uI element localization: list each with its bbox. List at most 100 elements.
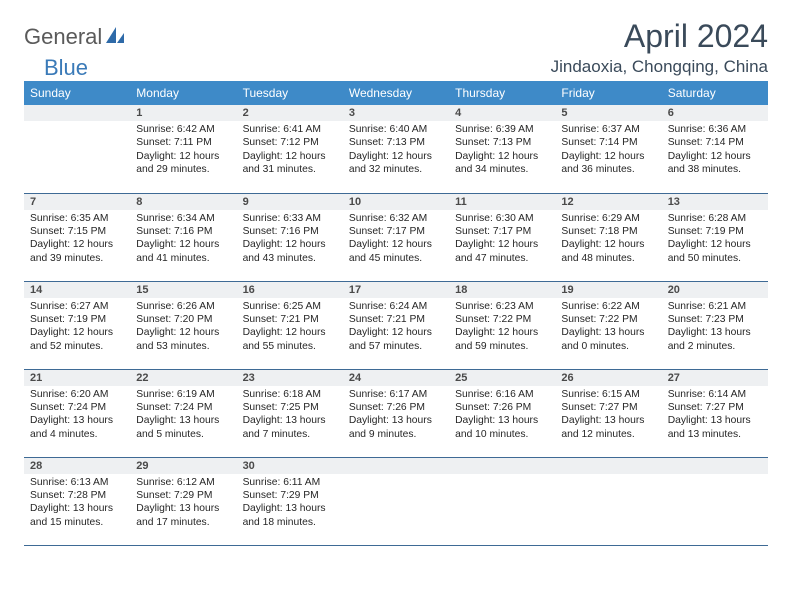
daylight-text: Daylight: 13 hours and 15 minutes. [30,502,124,529]
day-number: 11 [449,194,555,210]
day-body: Sunrise: 6:42 AMSunset: 7:11 PMDaylight:… [130,121,236,181]
day-number: 13 [662,194,768,210]
sunrise-text: Sunrise: 6:18 AM [243,388,337,401]
calendar-day-cell: 6Sunrise: 6:36 AMSunset: 7:14 PMDaylight… [662,105,768,193]
daylight-text: Daylight: 13 hours and 12 minutes. [561,414,655,441]
calendar-day-cell [555,457,661,545]
day-number: 12 [555,194,661,210]
day-body: Sunrise: 6:27 AMSunset: 7:19 PMDaylight:… [24,298,130,358]
day-number: 24 [343,370,449,386]
day-number: 16 [237,282,343,298]
sunrise-text: Sunrise: 6:11 AM [243,476,337,489]
day-number: 14 [24,282,130,298]
sunset-text: Sunset: 7:27 PM [561,401,655,414]
day-number: 30 [237,458,343,474]
calendar-day-cell: 5Sunrise: 6:37 AMSunset: 7:14 PMDaylight… [555,105,661,193]
calendar-day-cell: 30Sunrise: 6:11 AMSunset: 7:29 PMDayligh… [237,457,343,545]
daylight-text: Daylight: 12 hours and 50 minutes. [668,238,762,265]
day-body: Sunrise: 6:33 AMSunset: 7:16 PMDaylight:… [237,210,343,270]
daylight-text: Daylight: 12 hours and 31 minutes. [243,150,337,177]
day-body: Sunrise: 6:24 AMSunset: 7:21 PMDaylight:… [343,298,449,358]
calendar-day-cell: 12Sunrise: 6:29 AMSunset: 7:18 PMDayligh… [555,193,661,281]
day-body: Sunrise: 6:29 AMSunset: 7:18 PMDaylight:… [555,210,661,270]
day-body: Sunrise: 6:22 AMSunset: 7:22 PMDaylight:… [555,298,661,358]
sunrise-text: Sunrise: 6:14 AM [668,388,762,401]
weekday-header: Friday [555,81,661,105]
day-body: Sunrise: 6:26 AMSunset: 7:20 PMDaylight:… [130,298,236,358]
day-body: Sunrise: 6:37 AMSunset: 7:14 PMDaylight:… [555,121,661,181]
day-body: Sunrise: 6:14 AMSunset: 7:27 PMDaylight:… [662,386,768,446]
day-number: 9 [237,194,343,210]
day-number [555,458,661,474]
day-number: 2 [237,105,343,121]
daylight-text: Daylight: 13 hours and 9 minutes. [349,414,443,441]
sunrise-text: Sunrise: 6:36 AM [668,123,762,136]
calendar-day-cell: 19Sunrise: 6:22 AMSunset: 7:22 PMDayligh… [555,281,661,369]
sunrise-text: Sunrise: 6:12 AM [136,476,230,489]
sunrise-text: Sunrise: 6:35 AM [30,212,124,225]
day-number: 20 [662,282,768,298]
daylight-text: Daylight: 12 hours and 53 minutes. [136,326,230,353]
sunset-text: Sunset: 7:25 PM [243,401,337,414]
sunrise-text: Sunrise: 6:13 AM [30,476,124,489]
calendar-day-cell: 27Sunrise: 6:14 AMSunset: 7:27 PMDayligh… [662,369,768,457]
sunset-text: Sunset: 7:16 PM [243,225,337,238]
daylight-text: Daylight: 13 hours and 0 minutes. [561,326,655,353]
day-number: 5 [555,105,661,121]
day-number: 23 [237,370,343,386]
day-body: Sunrise: 6:32 AMSunset: 7:17 PMDaylight:… [343,210,449,270]
calendar-day-cell: 24Sunrise: 6:17 AMSunset: 7:26 PMDayligh… [343,369,449,457]
sunrise-text: Sunrise: 6:33 AM [243,212,337,225]
logo-text-blue: Blue [44,55,88,81]
calendar-day-cell: 9Sunrise: 6:33 AMSunset: 7:16 PMDaylight… [237,193,343,281]
calendar-day-cell [662,457,768,545]
day-body: Sunrise: 6:40 AMSunset: 7:13 PMDaylight:… [343,121,449,181]
daylight-text: Daylight: 13 hours and 13 minutes. [668,414,762,441]
sunrise-text: Sunrise: 6:17 AM [349,388,443,401]
day-number: 27 [662,370,768,386]
day-body: Sunrise: 6:28 AMSunset: 7:19 PMDaylight:… [662,210,768,270]
daylight-text: Daylight: 13 hours and 4 minutes. [30,414,124,441]
logo: General [24,24,126,50]
day-number: 6 [662,105,768,121]
day-number: 29 [130,458,236,474]
weekday-header: Monday [130,81,236,105]
calendar-week-row: 14Sunrise: 6:27 AMSunset: 7:19 PMDayligh… [24,281,768,369]
daylight-text: Daylight: 12 hours and 48 minutes. [561,238,655,265]
calendar-day-cell: 10Sunrise: 6:32 AMSunset: 7:17 PMDayligh… [343,193,449,281]
sunset-text: Sunset: 7:28 PM [30,489,124,502]
daylight-text: Daylight: 12 hours and 29 minutes. [136,150,230,177]
sunrise-text: Sunrise: 6:40 AM [349,123,443,136]
sunset-text: Sunset: 7:24 PM [30,401,124,414]
day-number: 18 [449,282,555,298]
sunset-text: Sunset: 7:23 PM [668,313,762,326]
day-number: 15 [130,282,236,298]
calendar-day-cell: 29Sunrise: 6:12 AMSunset: 7:29 PMDayligh… [130,457,236,545]
sunset-text: Sunset: 7:18 PM [561,225,655,238]
daylight-text: Daylight: 12 hours and 43 minutes. [243,238,337,265]
day-body: Sunrise: 6:21 AMSunset: 7:23 PMDaylight:… [662,298,768,358]
sunset-text: Sunset: 7:14 PM [561,136,655,149]
sunset-text: Sunset: 7:22 PM [455,313,549,326]
calendar-day-cell [24,105,130,193]
daylight-text: Daylight: 12 hours and 34 minutes. [455,150,549,177]
calendar-day-cell: 20Sunrise: 6:21 AMSunset: 7:23 PMDayligh… [662,281,768,369]
sunrise-text: Sunrise: 6:21 AM [668,300,762,313]
daylight-text: Daylight: 12 hours and 52 minutes. [30,326,124,353]
daylight-text: Daylight: 13 hours and 10 minutes. [455,414,549,441]
day-number: 26 [555,370,661,386]
sunrise-text: Sunrise: 6:27 AM [30,300,124,313]
weekday-header: Saturday [662,81,768,105]
calendar-day-cell: 1Sunrise: 6:42 AMSunset: 7:11 PMDaylight… [130,105,236,193]
sunrise-text: Sunrise: 6:42 AM [136,123,230,136]
day-number: 17 [343,282,449,298]
sunset-text: Sunset: 7:17 PM [455,225,549,238]
day-body: Sunrise: 6:36 AMSunset: 7:14 PMDaylight:… [662,121,768,181]
sunrise-text: Sunrise: 6:37 AM [561,123,655,136]
sunset-text: Sunset: 7:27 PM [668,401,762,414]
calendar-day-cell: 11Sunrise: 6:30 AMSunset: 7:17 PMDayligh… [449,193,555,281]
sunrise-text: Sunrise: 6:24 AM [349,300,443,313]
sunset-text: Sunset: 7:19 PM [668,225,762,238]
daylight-text: Daylight: 13 hours and 18 minutes. [243,502,337,529]
daylight-text: Daylight: 13 hours and 5 minutes. [136,414,230,441]
